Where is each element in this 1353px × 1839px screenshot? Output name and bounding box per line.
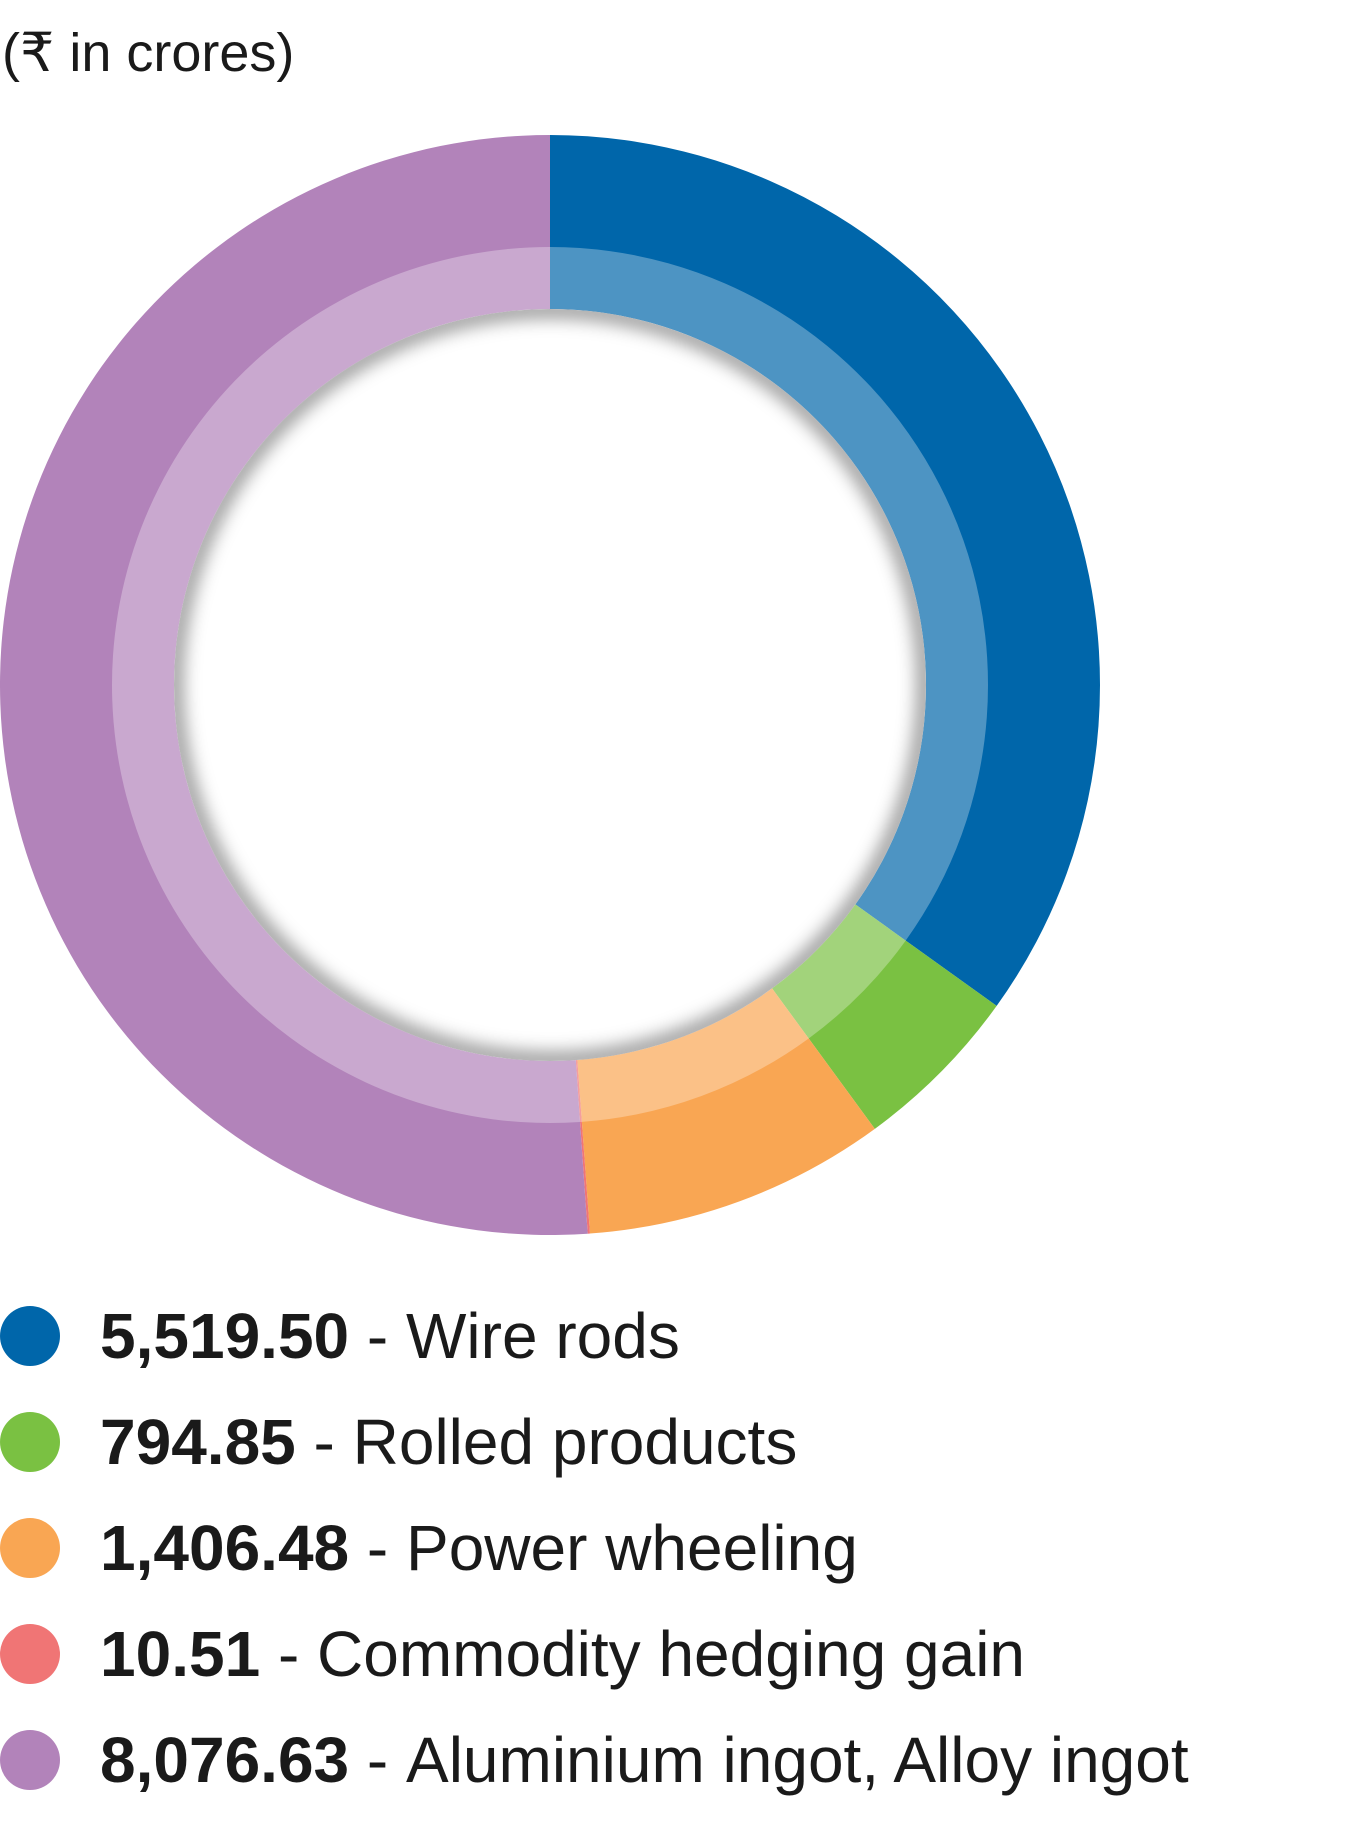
slice-4-inner-band bbox=[111, 247, 581, 1123]
legend-item: 8,076.63 - Aluminium ingot, Alloy ingot bbox=[0, 1707, 1353, 1813]
slice-layer bbox=[0, 135, 1100, 1235]
legend-item: 5,519.50 - Wire rods bbox=[0, 1283, 1353, 1389]
legend-value: 1,406.48 bbox=[100, 1512, 350, 1584]
legend-swatch bbox=[0, 1306, 60, 1366]
slice-1-inner-band bbox=[772, 904, 906, 1039]
donut-chart bbox=[0, 135, 1100, 1235]
legend-label: Aluminium ingot, Alloy ingot bbox=[406, 1724, 1189, 1796]
slice-3-inner-band bbox=[575, 1060, 582, 1122]
legend-label: Rolled products bbox=[352, 1406, 798, 1478]
legend-label: Wire rods bbox=[406, 1300, 680, 1372]
legend-separator: - bbox=[349, 1724, 406, 1796]
legend-swatch bbox=[0, 1624, 60, 1684]
slice-2 bbox=[577, 988, 875, 1234]
legend-separator: - bbox=[349, 1300, 406, 1372]
slice-2-inner-band bbox=[577, 988, 809, 1122]
legend-swatch bbox=[0, 1412, 60, 1472]
slice-4 bbox=[0, 135, 588, 1235]
unit-note: (₹ in crores) bbox=[2, 23, 295, 83]
legend-value: 8,076.63 bbox=[100, 1724, 350, 1796]
legend-item: 10.51 - Commodity hedging gain bbox=[0, 1601, 1353, 1707]
legend-item: 1,406.48 - Power wheeling bbox=[0, 1495, 1353, 1601]
legend-item: 794.85 - Rolled products bbox=[0, 1389, 1353, 1495]
slice-0 bbox=[550, 135, 1100, 1006]
slice-3 bbox=[575, 1060, 591, 1234]
slice-1 bbox=[772, 904, 997, 1129]
legend-separator: - bbox=[349, 1512, 406, 1584]
legend: 5,519.50 - Wire rods 794.85 - Rolled prod… bbox=[0, 1283, 1353, 1813]
legend-value: 794.85 bbox=[100, 1406, 296, 1478]
legend-label: Power wheeling bbox=[406, 1512, 858, 1584]
slice-0-inner-band bbox=[550, 247, 988, 941]
legend-swatch bbox=[0, 1730, 60, 1790]
legend-value: 10.51 bbox=[100, 1618, 261, 1690]
inner-shadow bbox=[174, 309, 926, 1061]
legend-swatch bbox=[0, 1518, 60, 1578]
legend-label: Commodity hedging gain bbox=[317, 1618, 1025, 1690]
legend-value: 5,519.50 bbox=[100, 1300, 350, 1372]
legend-separator: - bbox=[260, 1618, 318, 1690]
inner-band-layer bbox=[111, 247, 988, 1123]
legend-separator: - bbox=[295, 1406, 353, 1478]
